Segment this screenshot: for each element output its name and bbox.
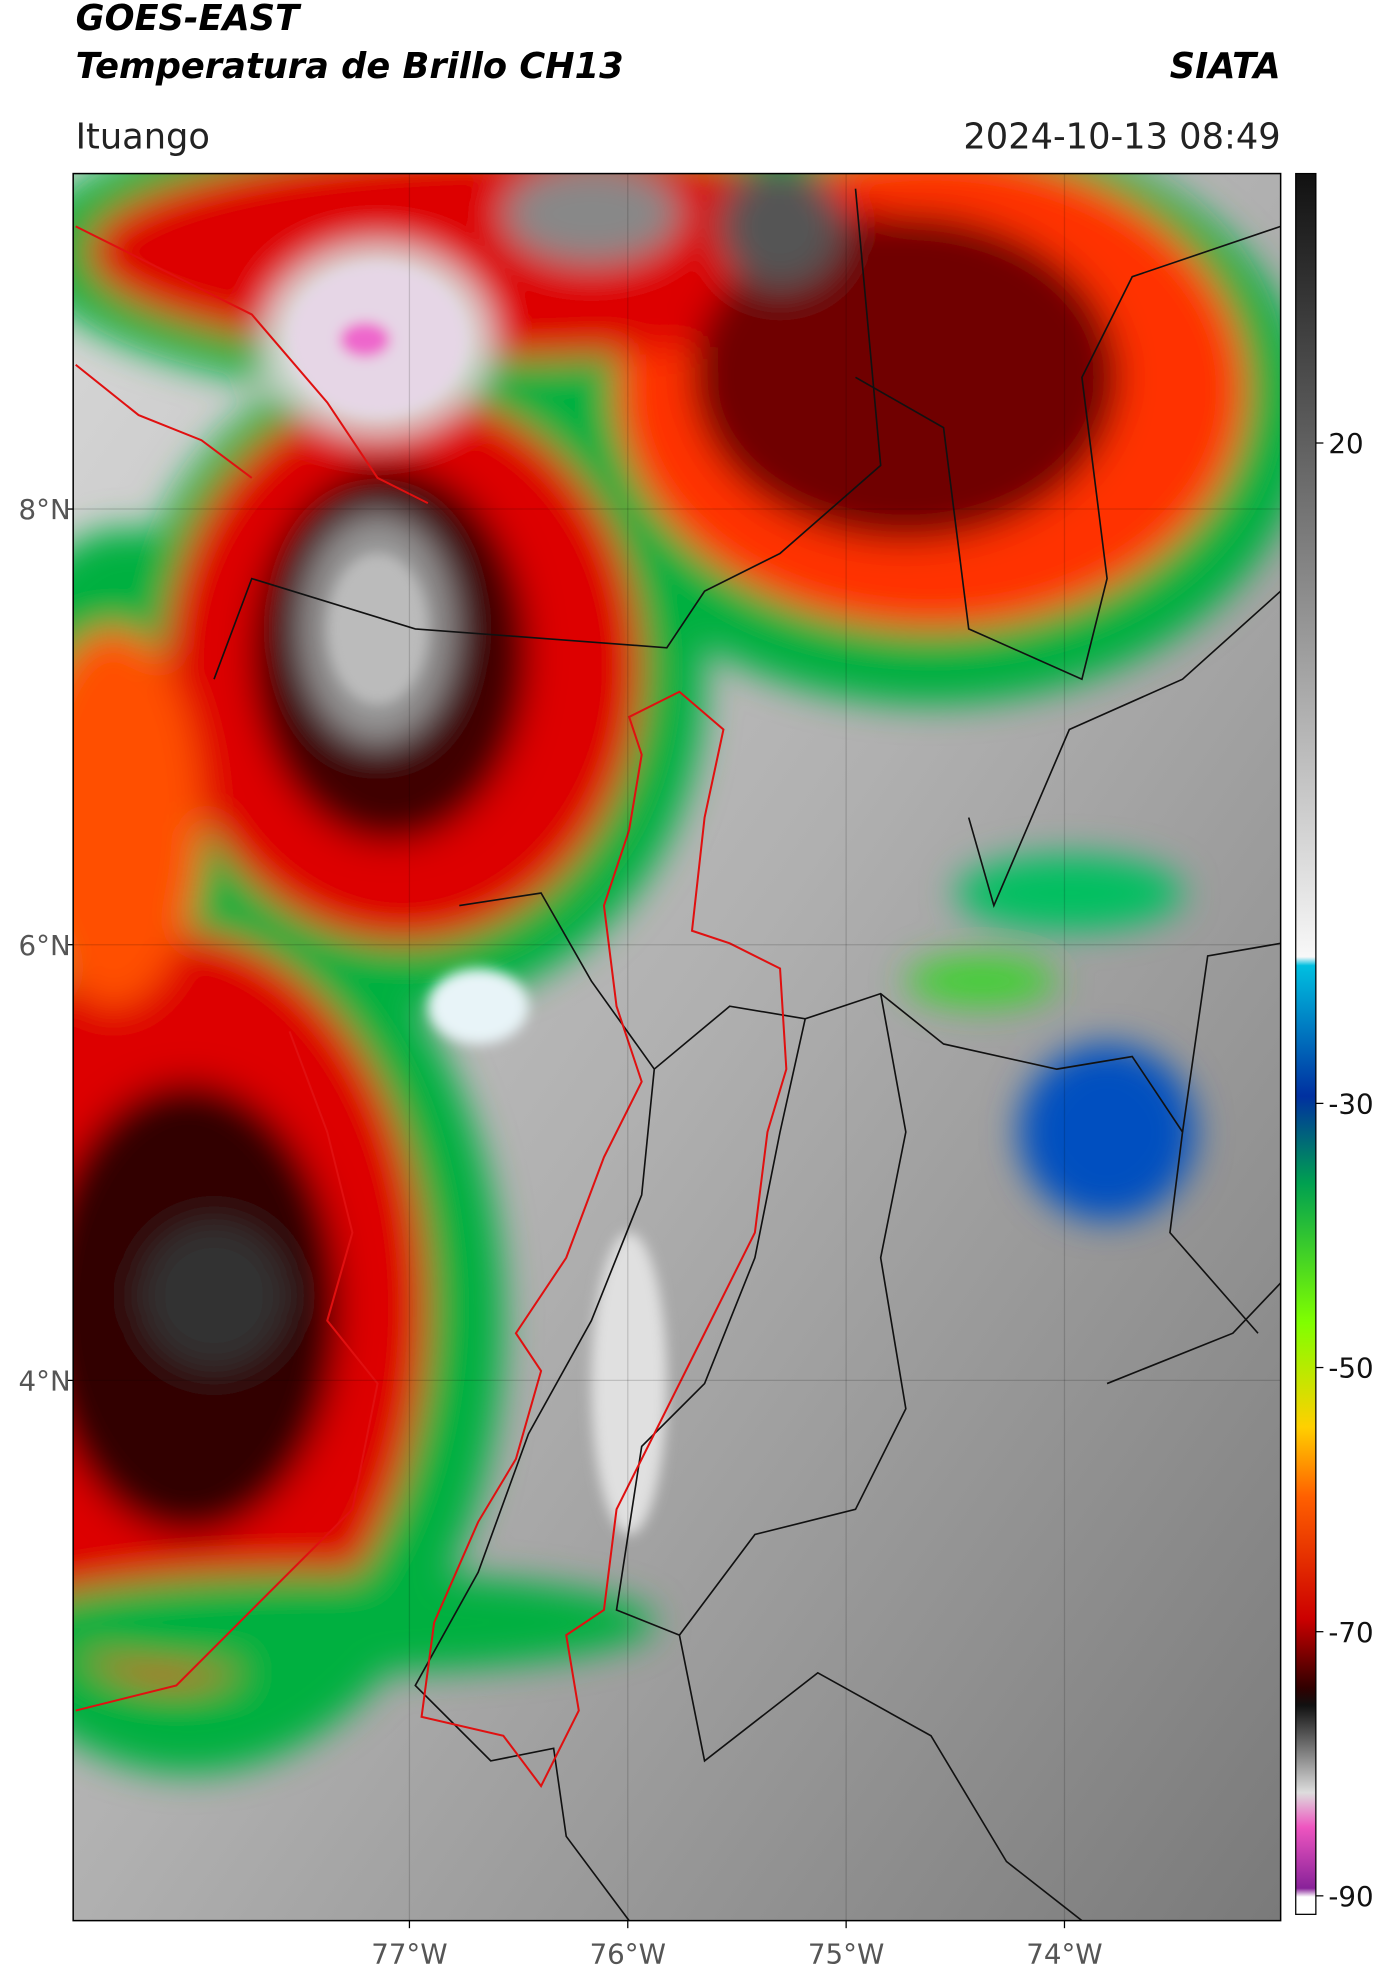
colorbar (1295, 172, 1317, 1915)
colorbar-tick-label: -50 (1328, 1352, 1373, 1385)
borders (213, 188, 1281, 1921)
colorbar-tick-label: -90 (1328, 1880, 1373, 1913)
subtitle: Temperatura de Brillo CH13 (76, 46, 624, 87)
x-tick-label: 77°W (371, 1937, 447, 1970)
y-tick-label: 8°N (19, 493, 71, 526)
x-tick-label: 75°W (808, 1937, 884, 1970)
colorbar-tick-label: -70 (1328, 1616, 1373, 1649)
colorbar-tick-label: -30 (1328, 1087, 1373, 1120)
brand: SIATA (1170, 46, 1281, 87)
x-tick-label: 74°W (1026, 1937, 1102, 1970)
title: GOES-EAST (76, 0, 302, 39)
map-frame (72, 172, 1282, 1922)
colorbar-tick-label: 20 (1328, 427, 1363, 460)
graticule (73, 173, 1281, 1921)
datetime: 2024-10-13 08:49 (963, 116, 1280, 157)
y-tick-label: 6°N (19, 929, 71, 962)
x-tick-label: 76°W (590, 1937, 666, 1970)
y-tick-label: 4°N (19, 1364, 71, 1397)
satellite-image (73, 173, 1281, 1921)
location: Ituango (76, 116, 210, 157)
region-outline (75, 225, 788, 1788)
